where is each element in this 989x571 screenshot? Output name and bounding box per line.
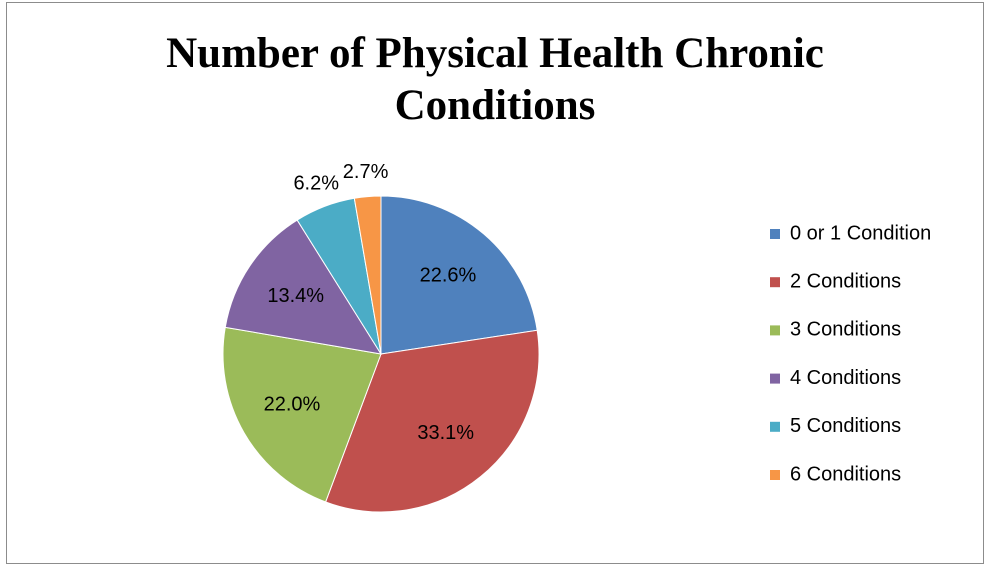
data-label: 2.7% (343, 161, 389, 183)
pie-slice (380, 195, 538, 355)
pie-slice (224, 219, 383, 355)
data-label: 22.0% (264, 393, 321, 415)
data-label: 13.4% (267, 285, 324, 307)
legend-swatch (770, 421, 780, 432)
data-label: 22.6% (420, 264, 477, 286)
legend-label: 2 Conditions (790, 270, 901, 292)
chart-title: Number of Physical Health Chronic Condit… (166, 30, 824, 129)
chart-frame (6, 2, 984, 564)
legend-swatch (770, 229, 780, 239)
pie-slice (324, 329, 540, 513)
pie-slice (222, 326, 382, 503)
data-label: 33.1% (417, 422, 474, 444)
legend-label: 0 or 1 Condition (790, 222, 931, 244)
data-label: 6.2% (293, 173, 339, 195)
legend-label: 3 Conditions (790, 319, 901, 341)
legend-swatch (770, 373, 780, 384)
legend-swatch (770, 325, 780, 336)
pie-slice (353, 195, 382, 355)
legend-label: 6 Conditions (790, 463, 901, 485)
legend-swatch (770, 277, 780, 288)
legend-swatch (770, 470, 780, 480)
legend-label: 4 Conditions (790, 367, 901, 389)
legend-label: 5 Conditions (790, 415, 901, 437)
